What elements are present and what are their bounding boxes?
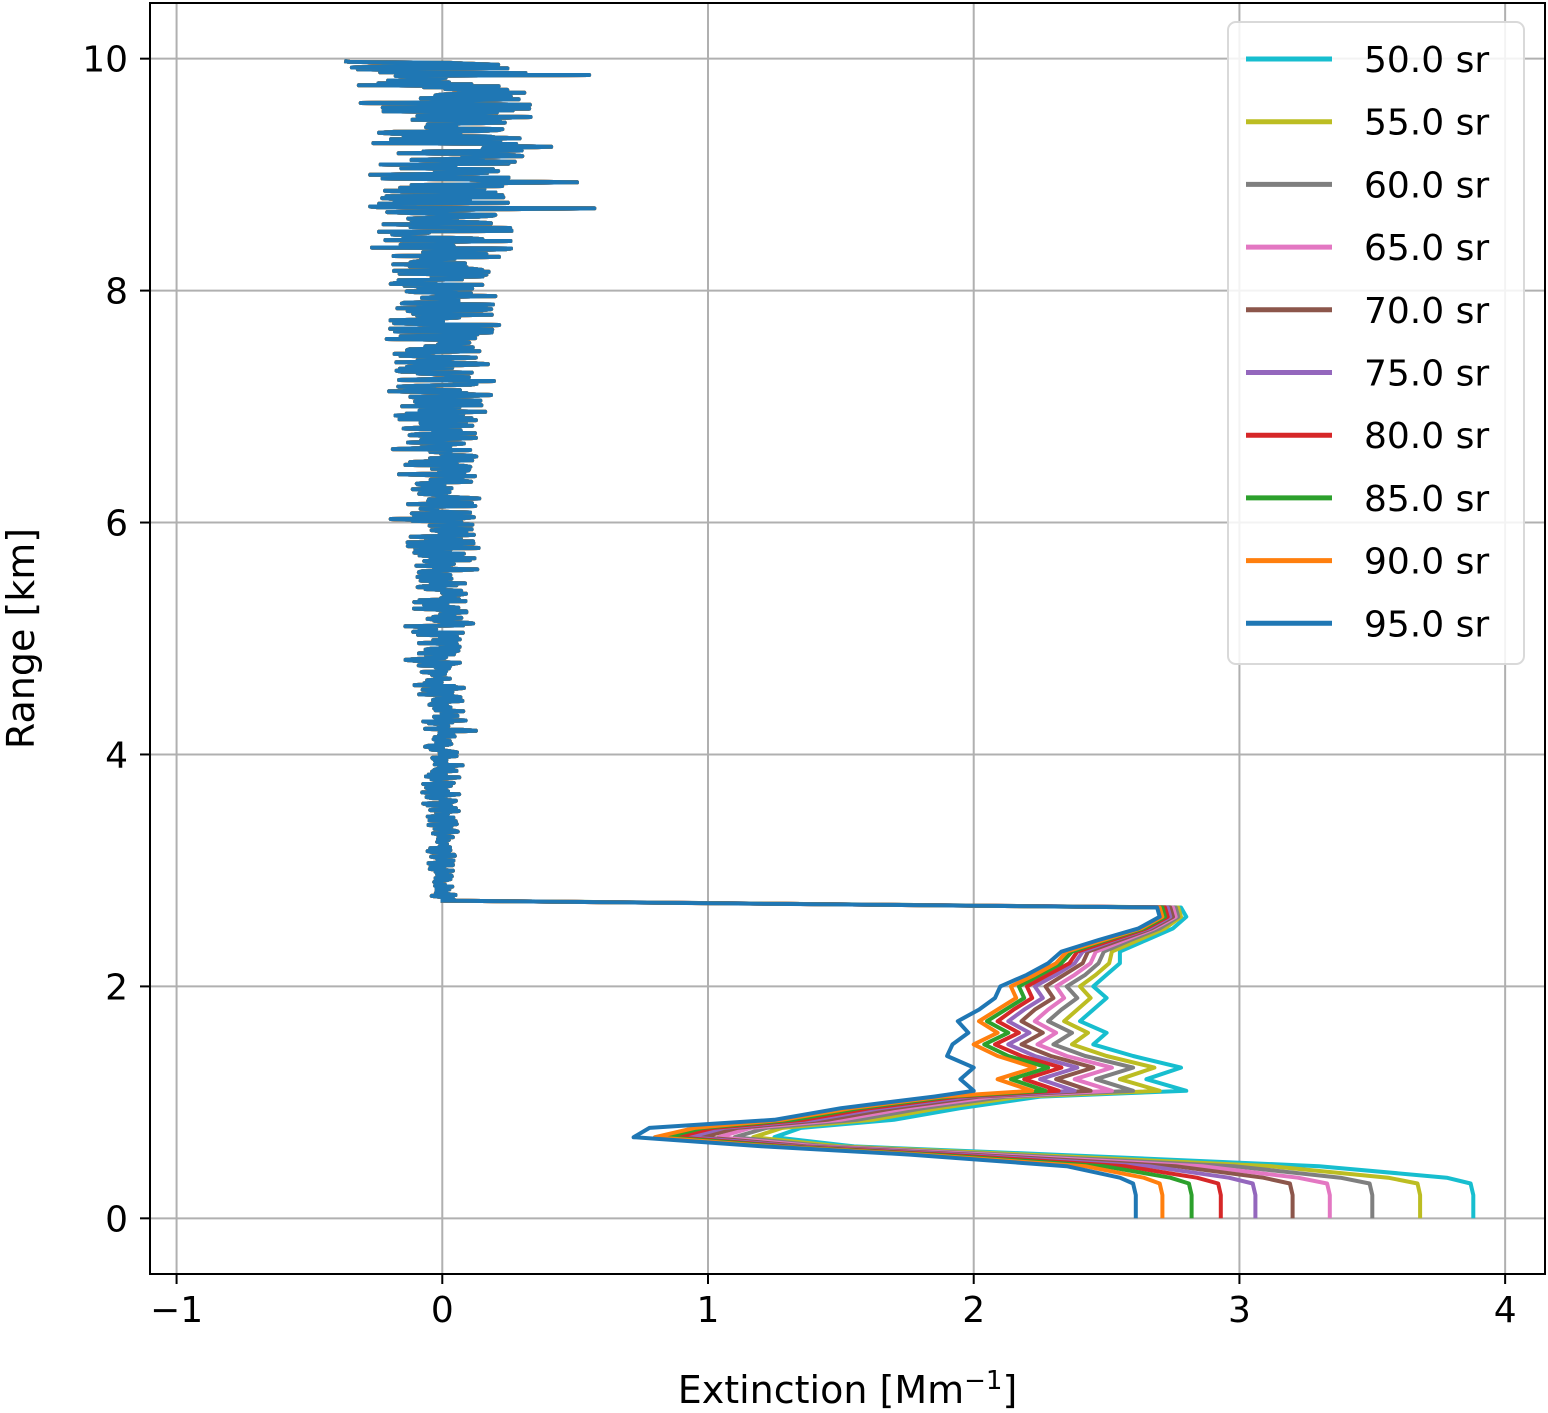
- plot-frame: [149, 2, 1546, 1275]
- legend-label: 55.0 sr: [1364, 103, 1489, 144]
- legend-label: 60.0 sr: [1364, 165, 1489, 206]
- legend-item: 90.0 sr: [1246, 542, 1489, 583]
- legend-item: 55.0 sr: [1246, 103, 1489, 144]
- series-lower-path: [440, 898, 1332, 1219]
- x-tick-label: 3: [1228, 1290, 1251, 1331]
- legend: 50.0 sr 55.0 sr 60.0 sr 65.0 sr 70.0 sr 75.0 …: [1227, 21, 1525, 665]
- x-tick-label: −1: [150, 1290, 203, 1331]
- legend-label: 70.0 sr: [1364, 291, 1489, 332]
- y-tick-label: 2: [105, 967, 128, 1008]
- x-tick-label: 2: [962, 1290, 985, 1331]
- legend-label: 80.0 sr: [1364, 416, 1489, 457]
- y-axis-title: Range [km]: [0, 528, 43, 749]
- axis-ticks: −1 0 1 2 3 4 0 2 4 6 8 10: [82, 40, 1516, 1331]
- legend-item: 50.0 sr: [1246, 40, 1489, 81]
- x-tick-label: 4: [1494, 1290, 1517, 1331]
- series-lower-path: [440, 898, 1423, 1219]
- legend-item: 70.0 sr: [1246, 291, 1489, 332]
- legend-item: 95.0 sr: [1246, 604, 1489, 645]
- y-tick-label: 8: [105, 272, 128, 313]
- legend-label: 90.0 sr: [1364, 542, 1489, 583]
- y-tick-label: 0: [105, 1199, 128, 1240]
- y-tick-label: 4: [105, 735, 128, 776]
- series-lower-path: [440, 898, 1375, 1219]
- series-line-95-0-sr: [343, 59, 1162, 1219]
- legend-item: 80.0 sr: [1246, 416, 1489, 457]
- y-tick-label: 10: [82, 40, 128, 81]
- legend-item: 85.0 sr: [1246, 479, 1489, 520]
- x-tick-label: 0: [431, 1290, 454, 1331]
- plot-lines: [343, 59, 1476, 1219]
- y-tick-label: 6: [105, 504, 128, 545]
- legend-item: 60.0 sr: [1246, 165, 1489, 206]
- legend-label: 85.0 sr: [1364, 479, 1489, 520]
- series-upper-path: [343, 59, 597, 903]
- legend-label: 65.0 sr: [1364, 228, 1489, 269]
- series-lower-path: [440, 898, 1162, 1219]
- legend-item: 65.0 sr: [1246, 228, 1489, 269]
- legend-label: 95.0 sr: [1364, 604, 1489, 645]
- legend-label: 75.0 sr: [1364, 354, 1489, 395]
- legend-label: 50.0 sr: [1364, 40, 1489, 81]
- x-tick-label: 1: [697, 1290, 720, 1331]
- legend-item: 75.0 sr: [1246, 354, 1489, 395]
- x-axis-title: Extinction [Mm−1]: [678, 1366, 1018, 1412]
- series-lower-path: [440, 898, 1476, 1219]
